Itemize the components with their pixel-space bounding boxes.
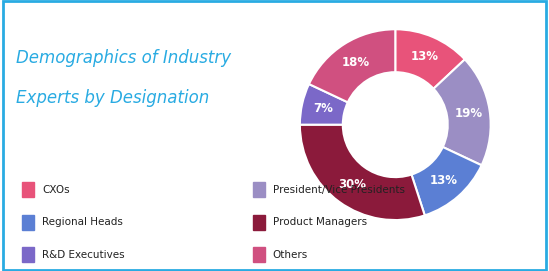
Bar bbox=[253, 215, 265, 230]
Text: 18%: 18% bbox=[341, 56, 369, 69]
Bar bbox=[22, 215, 34, 230]
Wedge shape bbox=[395, 29, 465, 89]
Wedge shape bbox=[300, 84, 348, 125]
Text: 13%: 13% bbox=[411, 50, 439, 63]
Text: President/Vice Presidents: President/Vice Presidents bbox=[273, 185, 405, 195]
Bar bbox=[22, 247, 34, 262]
Wedge shape bbox=[300, 125, 425, 220]
Text: 19%: 19% bbox=[454, 107, 483, 120]
Bar bbox=[22, 182, 34, 197]
Wedge shape bbox=[412, 147, 481, 215]
Text: Demographics of Industry: Demographics of Industry bbox=[16, 49, 232, 67]
Text: 13%: 13% bbox=[430, 174, 458, 187]
Text: 30%: 30% bbox=[338, 178, 366, 191]
Text: Product Managers: Product Managers bbox=[273, 217, 367, 227]
Bar bbox=[253, 182, 265, 197]
Text: R&D Executives: R&D Executives bbox=[42, 250, 125, 260]
Wedge shape bbox=[309, 29, 395, 102]
Text: Regional Heads: Regional Heads bbox=[42, 217, 123, 227]
Bar bbox=[253, 247, 265, 262]
Text: CXOs: CXOs bbox=[42, 185, 70, 195]
Text: Experts by Designation: Experts by Designation bbox=[16, 89, 210, 107]
Wedge shape bbox=[434, 59, 491, 165]
Text: 7%: 7% bbox=[313, 102, 333, 115]
Text: Others: Others bbox=[273, 250, 308, 260]
